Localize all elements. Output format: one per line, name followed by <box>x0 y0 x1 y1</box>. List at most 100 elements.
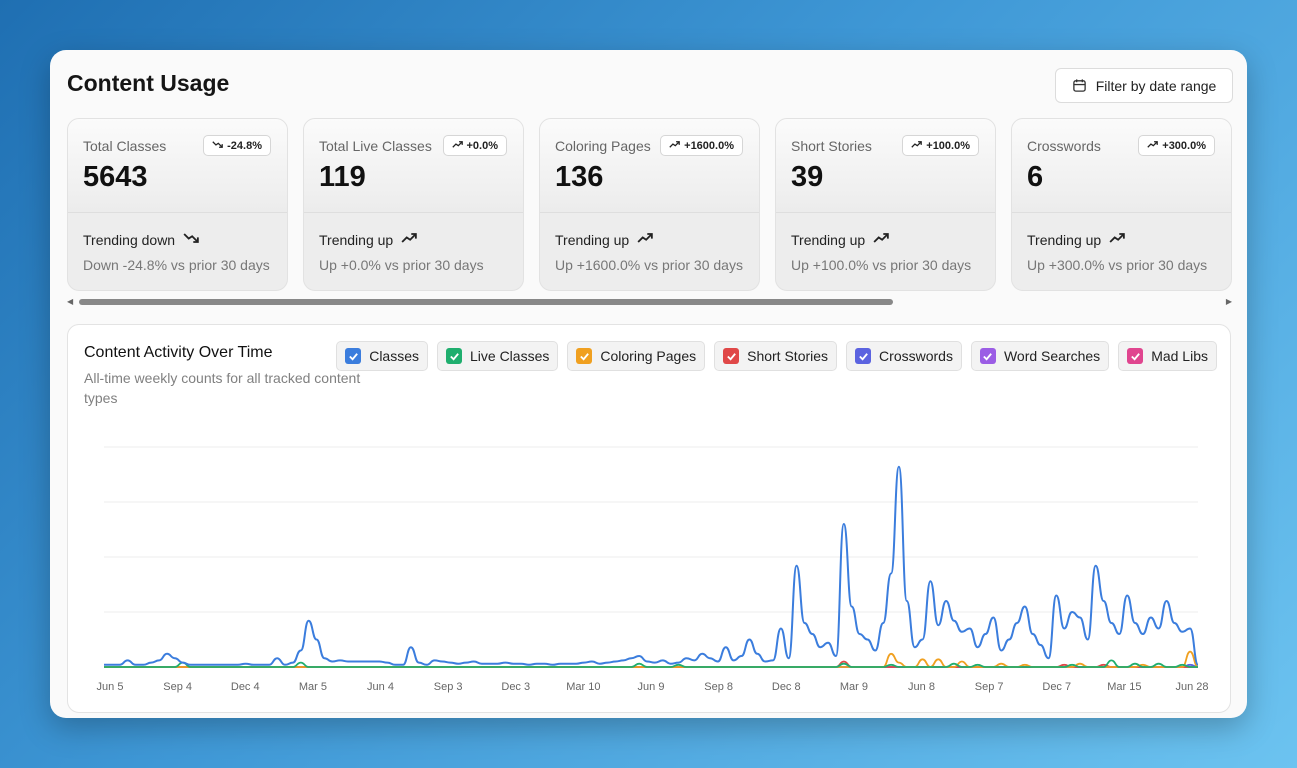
chart-subtitle: All-time weekly counts for all tracked c… <box>84 370 361 406</box>
line-chart: Jun 5 Sep 4 Dec 4 Mar 5 Jun 4 Sep 3 Dec 3 Mar 1… <box>97 446 1209 693</box>
card-label: Coloring Pages <box>555 138 651 154</box>
x-tick-label: Jun 28 <box>1175 681 1208 693</box>
card-value: 39 <box>791 161 824 193</box>
trend-label: Trending down <box>83 231 176 248</box>
calendar-icon <box>1072 79 1086 92</box>
trend-description: Up +0.0% vs prior 30 days <box>319 257 484 273</box>
change-badge: -24.8% <box>203 135 271 156</box>
trending-up-icon <box>873 230 889 249</box>
trend-description: Up +1600.0% vs prior 30 days <box>555 257 743 273</box>
x-tick-label: Mar 15 <box>1107 681 1141 693</box>
legend-crosswords[interactable]: Crosswords <box>846 341 962 371</box>
x-tick-label: Jun 9 <box>638 681 665 693</box>
trend-description: Up +100.0% vs prior 30 days <box>791 257 972 273</box>
stat-card-total-classes: Total Classes -24.8% 5643 Trending down … <box>67 118 288 291</box>
x-tick-label: Jun 8 <box>908 681 935 693</box>
change-badge: +300.0% <box>1138 135 1215 156</box>
x-tick-label: Jun 4 <box>367 681 394 693</box>
badge-value: -24.8% <box>227 139 262 152</box>
legend-label: Word Searches <box>1003 348 1101 364</box>
x-tick-label: Jun 5 <box>97 681 124 693</box>
card-label: Short Stories <box>791 138 872 154</box>
stat-card-short-stories: Short Stories +100.0% 39 Trending up Up … <box>775 118 996 291</box>
x-tick-label: Sep 8 <box>704 681 733 693</box>
stat-cards: Total Classes -24.8% 5643 Trending down … <box>67 118 1232 291</box>
filter-label: Filter by date range <box>1095 77 1217 94</box>
trend-description: Up +300.0% vs prior 30 days <box>1027 257 1208 273</box>
trending-up-icon <box>637 230 653 249</box>
card-value: 119 <box>319 161 366 193</box>
card-label: Total Classes <box>83 138 167 154</box>
series-line-classes[interactable] <box>104 465 1199 666</box>
legend-label: Mad Libs <box>1151 348 1208 364</box>
trending-up-icon <box>1109 230 1125 249</box>
legend-classes[interactable]: Classes <box>336 341 428 371</box>
x-tick-label: Dec 7 <box>1042 681 1071 693</box>
trending-up-icon <box>911 139 923 153</box>
x-tick-label: Sep 3 <box>434 681 463 693</box>
trending-down-icon <box>183 230 199 249</box>
checkbox-icon[interactable] <box>446 348 462 364</box>
trend-label: Trending up <box>555 231 630 248</box>
trend-label: Trending up <box>1027 231 1102 248</box>
checkbox-icon[interactable] <box>855 348 872 364</box>
card-value: 6 <box>1027 161 1044 193</box>
trending-up-icon <box>401 230 417 249</box>
card-value: 136 <box>555 161 604 193</box>
trend-description: Down -24.8% vs prior 30 days <box>83 257 270 273</box>
badge-value: +1600.0% <box>684 139 734 152</box>
trending-up-icon <box>669 139 680 153</box>
series-line-live-classes[interactable] <box>103 659 1198 668</box>
legend-word-searches[interactable]: Word Searches <box>970 341 1110 371</box>
checkbox-icon[interactable] <box>345 348 362 364</box>
trend-label: Trending up <box>319 231 394 248</box>
legend-label: Short Stories <box>747 348 829 364</box>
legend-live-classes[interactable]: Live Classes <box>437 341 559 371</box>
x-tick-label: Sep 4 <box>163 681 192 693</box>
scroll-thumb[interactable] <box>79 299 893 305</box>
badge-value: +300.0% <box>1162 139 1206 152</box>
stat-card-crosswords: Crosswords +300.0% 6 Trending up Up +300… <box>1011 118 1232 291</box>
x-tick-label: Dec 8 <box>772 681 801 693</box>
trending-down-icon <box>212 139 223 153</box>
legend-label: Coloring Pages <box>600 348 697 364</box>
chart-legend: Classes Live Classes Coloring Pages Shor… <box>336 341 1217 371</box>
trending-up-icon <box>451 139 463 153</box>
cards-scrollbar[interactable]: ◀ ▶ <box>67 297 1232 307</box>
content-usage-panel: Content Usage Filter by date range Total… <box>50 50 1247 718</box>
legend-mad-libs[interactable]: Mad Libs <box>1118 341 1217 371</box>
scroll-left-icon[interactable]: ◀ <box>67 297 74 306</box>
x-tick-label: Dec 3 <box>501 681 530 693</box>
checkbox-icon[interactable] <box>576 348 593 364</box>
trend-label: Trending up <box>791 231 866 248</box>
x-tick-label: Dec 4 <box>231 681 260 693</box>
card-label: Total Live Classes <box>319 138 432 154</box>
scroll-right-icon[interactable]: ▶ <box>1225 297 1232 306</box>
change-badge: +0.0% <box>442 135 507 156</box>
stat-card-coloring-pages: Coloring Pages +1600.0% 136 Trending up … <box>539 118 760 291</box>
chart-title: Content Activity Over Time <box>84 344 273 361</box>
card-label: Crosswords <box>1027 138 1101 154</box>
x-tick-label: Mar 10 <box>566 681 600 693</box>
content-activity-chart-card: Content Activity Over Time All-time week… <box>67 324 1231 713</box>
legend-short-stories[interactable]: Short Stories <box>714 341 838 371</box>
legend-label: Classes <box>369 348 419 364</box>
x-tick-label: Sep 7 <box>975 681 1004 693</box>
legend-coloring-pages[interactable]: Coloring Pages <box>567 341 706 371</box>
change-badge: +100.0% <box>902 135 979 156</box>
change-badge: +1600.0% <box>660 135 743 156</box>
legend-label: Crosswords <box>879 348 953 364</box>
x-tick-label: Mar 5 <box>299 681 327 693</box>
x-tick-label: Mar 9 <box>840 681 868 693</box>
checkbox-icon[interactable] <box>979 348 996 364</box>
badge-value: +0.0% <box>466 139 499 152</box>
legend-label: Live Classes <box>470 348 550 364</box>
trending-up-icon <box>1147 139 1159 153</box>
checkbox-icon[interactable] <box>723 348 740 364</box>
filter-date-range-button[interactable]: Filter by date range <box>1055 68 1233 103</box>
checkbox-icon[interactable] <box>1127 348 1144 364</box>
badge-value: +100.0% <box>926 139 970 152</box>
stat-card-total-live-classes: Total Live Classes +0.0% 119 Trending up… <box>303 118 524 291</box>
card-value: 5643 <box>83 161 148 193</box>
page-title: Content Usage <box>67 70 230 96</box>
